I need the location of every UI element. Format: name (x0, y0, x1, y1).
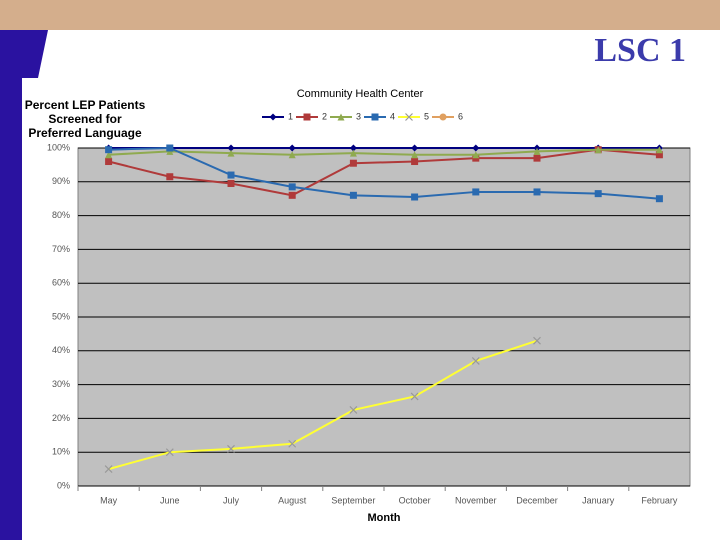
series-line (108, 339, 538, 471)
marker (105, 158, 113, 166)
marker (349, 159, 357, 167)
marker (411, 193, 419, 201)
marker (165, 448, 174, 457)
y-tick-label: 20% (52, 413, 70, 423)
marker (472, 151, 480, 159)
legend-label: 5 (424, 111, 429, 121)
x-tick-label: November (455, 495, 497, 505)
chart-title: Community Health Center (297, 88, 424, 100)
legend-label: 4 (390, 111, 395, 121)
y-tick-label: 60% (52, 278, 70, 288)
y-tick-label: 30% (52, 379, 70, 389)
marker (439, 113, 447, 121)
x-tick-label: July (223, 495, 240, 505)
y-tick-label: 90% (52, 176, 70, 186)
marker (533, 154, 541, 162)
marker (405, 113, 413, 121)
left-band (0, 30, 48, 540)
marker (411, 158, 419, 166)
marker (410, 392, 419, 401)
marker (166, 173, 174, 181)
x-tick-label: February (641, 495, 678, 505)
marker (655, 195, 663, 203)
x-axis-title: Month (368, 512, 401, 524)
marker (471, 357, 480, 365)
marker (349, 191, 357, 199)
marker (288, 151, 296, 159)
marker (472, 188, 480, 196)
marker (349, 144, 357, 152)
x-tick-label: June (160, 495, 180, 505)
marker (594, 146, 602, 154)
marker (288, 439, 297, 448)
marker (337, 113, 345, 121)
marker (166, 144, 174, 152)
marker (104, 465, 113, 474)
x-tick-label: May (100, 495, 118, 505)
legend-label: 1 (288, 111, 293, 121)
marker (371, 113, 379, 121)
y-tick-label: 10% (52, 447, 70, 457)
marker (303, 113, 311, 121)
x-tick-label: October (399, 495, 431, 505)
y-tick-label: 0% (57, 480, 70, 490)
marker (655, 151, 663, 159)
legend-label: 3 (356, 111, 361, 121)
y-tick-label: 100% (47, 142, 70, 152)
marker (227, 149, 235, 157)
x-tick-label: December (516, 495, 558, 505)
series-line (108, 148, 660, 156)
marker (411, 151, 419, 159)
x-tick-label: August (278, 495, 307, 505)
x-tick-label: September (331, 495, 375, 505)
series-line (108, 148, 660, 197)
y-tick-label: 50% (52, 311, 70, 321)
marker (594, 190, 602, 198)
marker (105, 146, 113, 154)
marker (105, 151, 113, 159)
legend-label: 2 (322, 111, 327, 121)
marker (533, 336, 541, 345)
y-tick-label: 80% (52, 210, 70, 220)
legend-label: 6 (458, 111, 463, 121)
marker (227, 144, 235, 152)
marker (349, 149, 357, 157)
marker (227, 179, 235, 187)
marker (533, 147, 541, 155)
marker (269, 113, 277, 121)
y-tick-label: 40% (52, 345, 70, 355)
marker (288, 191, 296, 199)
marker (227, 444, 235, 453)
marker (655, 146, 663, 154)
slide-title: LSC 1 (594, 32, 686, 69)
marker (227, 171, 235, 179)
marker (533, 188, 541, 196)
marker (349, 406, 358, 414)
series-line (108, 146, 660, 200)
marker (288, 144, 296, 152)
marker (288, 183, 296, 191)
x-tick-label: January (582, 495, 615, 505)
marker (472, 144, 480, 152)
marker (411, 144, 419, 152)
top-band (0, 0, 720, 30)
y-tick-label: 70% (52, 244, 70, 254)
y-axis-title: Percent LEP Patients Screened for Prefer… (24, 98, 146, 140)
